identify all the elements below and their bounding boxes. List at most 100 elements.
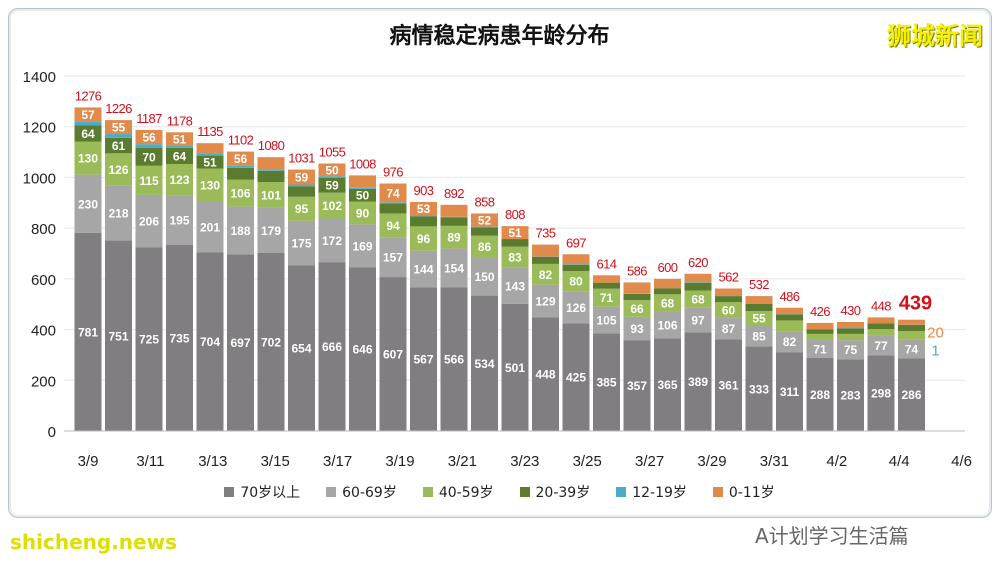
x-tick-label: 3/19 [385,453,414,470]
bar-segment [623,282,651,294]
data-label: 654 [291,342,311,356]
bar-segment [288,186,315,197]
data-label: 218 [108,206,128,220]
bar-segment [379,277,407,431]
x-tick-label: 3/21 [448,453,477,470]
x-tick-label: 3/9 [78,453,99,470]
data-label: 95 [295,202,309,216]
data-label: 115 [139,174,159,188]
bar-segment [196,155,224,169]
data-label: 86 [478,240,492,254]
data-label: 126 [108,163,128,177]
bar-segment [623,293,651,294]
bar-segment [684,332,712,431]
bar-segment [257,157,285,170]
data-label: 123 [169,173,189,187]
bar-segment [196,252,224,431]
data-label: 188 [230,224,250,238]
bar-segment [745,303,773,312]
bar-segment [562,270,590,292]
bar-segment [135,165,163,195]
total-label: 426 [810,304,830,319]
bar-segment [593,333,620,431]
bar-segment [410,250,437,288]
total-label: 600 [658,260,678,275]
bar-segment [471,257,498,296]
bar-segment [623,340,651,431]
bar-segment [349,267,376,431]
total-label: 1080 [258,138,285,153]
bar-segment [745,325,773,347]
data-label: 101 [261,188,281,202]
data-label: 566 [444,353,464,367]
bar-segment [654,311,681,339]
bar-segment [562,323,590,431]
x-tick-label: 4/6 [951,453,972,470]
bar-segment [471,213,498,227]
bar-segment [227,179,254,207]
data-label: 195 [169,213,189,227]
bar-segment [288,265,315,431]
x-tick-label: 3/13 [198,453,227,470]
data-label: 357 [627,379,647,393]
bar-segment [654,288,681,295]
legend-label: 12-19岁 [632,485,687,501]
x-tick-label: 3/29 [697,453,726,470]
bar-segment [501,246,529,268]
total-label: 858 [475,194,495,209]
bar-segment [166,163,193,196]
bar-segment [898,339,925,359]
bar-segment [105,134,132,138]
bar-segment [74,107,102,122]
bar-segment [410,226,437,251]
x-tick-label: 3/17 [323,453,352,470]
bar-segment [166,132,193,146]
bar-segment [532,244,559,257]
total-label: 1276 [75,88,102,103]
data-label: 230 [78,197,98,211]
data-label: 64 [81,127,95,141]
total-label: 486 [780,289,800,304]
data-label: 77 [874,339,888,353]
data-label: 130 [200,179,220,193]
bar-segment [105,240,132,431]
data-label: 71 [813,342,827,356]
data-label: 702 [261,335,281,349]
legend-item: 70岁以上 [224,482,300,502]
bar-segment [410,215,437,217]
total-label: 976 [383,165,403,180]
chart-title: 病情稳定病患年龄分布 [389,24,610,49]
bar-segment [776,320,803,332]
watermark-left: shicheng.news [10,530,177,554]
data-label: 50 [356,189,370,203]
bar-segment [227,206,254,255]
bar-segment [318,177,346,193]
bar-segment [440,287,468,431]
data-label: 89 [447,231,461,245]
data-label: 144 [413,262,433,276]
data-label: 74 [386,186,400,200]
bar-segment [623,300,651,317]
bar-segment [135,144,163,149]
data-label: 68 [661,296,675,310]
bar-segment [867,323,895,330]
data-label: 82 [783,335,797,349]
y-tick-label: 800 [31,221,56,238]
data-label: 55 [752,312,766,326]
data-label: 75 [844,343,858,357]
data-label: 130 [78,152,98,166]
data-label: 283 [840,389,860,403]
bar-segment [684,273,712,283]
bar-segment [806,357,834,431]
bar-segment [440,216,468,218]
legend-item: 60-69岁 [326,482,397,502]
data-label: 288 [810,388,830,402]
y-tick-label: 0 [48,424,56,441]
bar-segment [440,248,468,288]
bar-segment [196,143,224,154]
bar-segment [837,359,864,431]
bar-segment [745,346,773,431]
data-label: 169 [352,239,372,253]
data-label: 1 [931,343,939,360]
